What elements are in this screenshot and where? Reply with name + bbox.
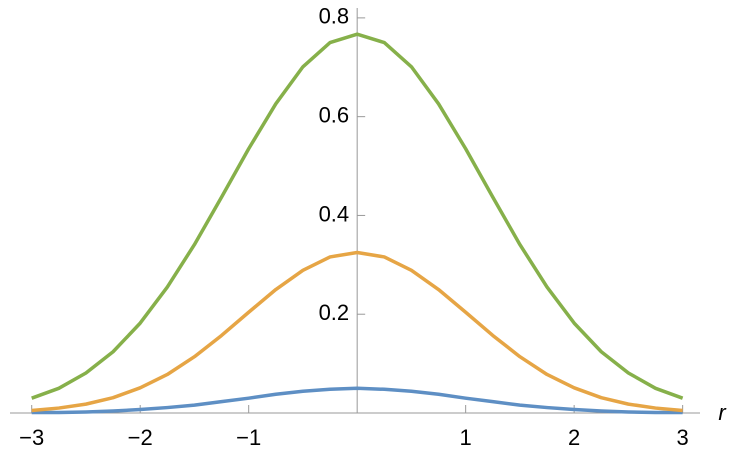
data-line — [31, 386, 683, 415]
x-tick-label: −3 — [19, 425, 44, 450]
y-tick-label: 0.4 — [319, 201, 350, 226]
data-line — [31, 32, 684, 400]
x-tick-label: −2 — [128, 425, 153, 450]
x-tick-label: 3 — [677, 425, 689, 450]
x-tick-label: −1 — [236, 425, 261, 450]
x-tick-label: 1 — [460, 425, 472, 450]
data-line — [31, 250, 683, 413]
y-tick-label: 0.2 — [319, 300, 350, 325]
y-tick-label: 0.8 — [319, 4, 350, 29]
x-axis-label: r — [718, 400, 727, 425]
y-tick-label: 0.6 — [319, 102, 350, 127]
x-tick-label: 2 — [568, 425, 580, 450]
